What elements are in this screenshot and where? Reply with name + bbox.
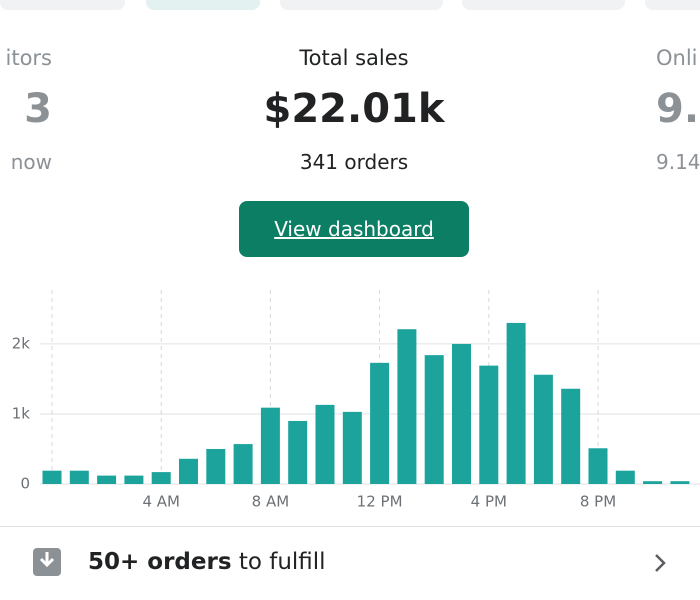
bar bbox=[479, 365, 499, 484]
bar bbox=[506, 322, 526, 484]
bar bbox=[151, 472, 171, 484]
bar bbox=[397, 329, 417, 484]
bar bbox=[533, 374, 553, 484]
tab[interactable] bbox=[280, 0, 443, 10]
tab[interactable] bbox=[645, 0, 700, 10]
bar bbox=[179, 458, 198, 484]
bar bbox=[561, 388, 581, 484]
fulfill-label: to fulfill bbox=[238, 549, 326, 575]
x-tick-label: 4 PM bbox=[471, 493, 507, 511]
fulfill-count: 50+ orders bbox=[88, 549, 232, 575]
tab[interactable] bbox=[462, 0, 625, 10]
card-value: $22.01k bbox=[263, 86, 445, 132]
card-value: 3 bbox=[24, 86, 52, 132]
card-note: now bbox=[10, 150, 52, 174]
chart: 0 1k 2k 4 AM 8 AM 12 PM 4 PM 8 PM bbox=[12, 290, 700, 511]
card-value: 9. bbox=[656, 86, 700, 132]
y-tick-label: 2k bbox=[12, 334, 31, 352]
card-label: Total sales bbox=[299, 46, 409, 70]
bar bbox=[615, 470, 635, 484]
view-dashboard-button[interactable]: View dashboard bbox=[239, 201, 469, 257]
bar bbox=[643, 481, 663, 484]
bar bbox=[260, 407, 280, 484]
bar bbox=[370, 362, 390, 484]
bar bbox=[315, 404, 335, 484]
x-tick-label: 4 AM bbox=[142, 493, 180, 511]
x-tick-label: 8 PM bbox=[580, 493, 616, 511]
bar bbox=[124, 475, 144, 484]
bar bbox=[233, 444, 253, 484]
y-tick-label: 0 bbox=[20, 475, 30, 493]
fulfill-text: 50+ orders to fulfill bbox=[88, 549, 326, 575]
card-note: 9.14 bbox=[656, 150, 700, 174]
bar bbox=[342, 411, 362, 484]
x-tick-label: 8 AM bbox=[252, 493, 290, 511]
card-label: Onli bbox=[656, 46, 698, 70]
bar bbox=[288, 420, 308, 484]
bar bbox=[424, 355, 444, 484]
bar bbox=[69, 470, 89, 484]
chevron bbox=[655, 554, 666, 572]
inbox-arrow bbox=[39, 552, 55, 568]
bar bbox=[97, 475, 117, 484]
fulfill-row[interactable]: 50+ orders to fulfill bbox=[0, 526, 700, 600]
bar bbox=[588, 448, 608, 484]
bar bbox=[452, 343, 471, 484]
bar bbox=[42, 470, 62, 484]
bar bbox=[670, 481, 690, 484]
footer-icons bbox=[33, 548, 666, 576]
x-tick-label: 12 PM bbox=[357, 493, 403, 511]
tab[interactable] bbox=[0, 0, 125, 10]
y-tick-label: 1k bbox=[12, 404, 31, 422]
card-label: itors bbox=[5, 46, 53, 70]
bar bbox=[206, 448, 226, 484]
tab[interactable] bbox=[146, 0, 260, 10]
card-note: 341 orders bbox=[299, 150, 409, 174]
